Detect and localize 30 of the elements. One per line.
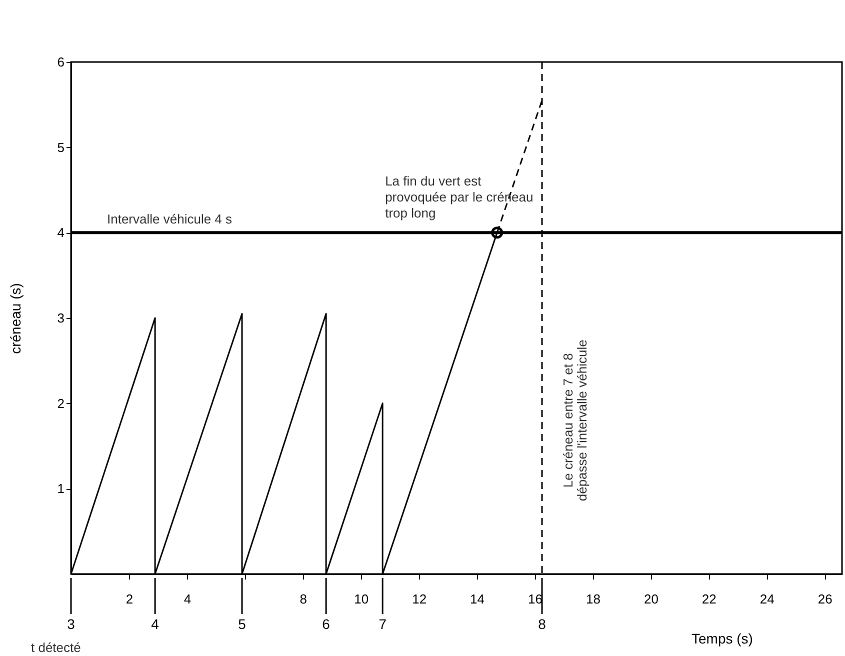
- x-tick-label: 10: [354, 592, 369, 606]
- x-axis-title: Temps (s): [692, 630, 753, 646]
- annotation: Le créneau entre 7 et 8 dépasse l'intervalle véhicule: [560, 340, 590, 502]
- y-tick-label: 1: [57, 481, 64, 496]
- annotation: 3: [67, 616, 76, 632]
- annotation: 8: [538, 616, 546, 632]
- x-tick-label: 18: [586, 592, 600, 606]
- x-tick-label: 2: [126, 592, 134, 606]
- y-tick-label: 4: [57, 225, 64, 240]
- annotation: La fin du vert est provoquée par le créneau trop long: [385, 174, 534, 221]
- x-tick-label: 22: [702, 592, 716, 606]
- x-tick-label: 14: [470, 592, 485, 606]
- x-tick-label: 24: [760, 592, 774, 606]
- annotation: 6: [322, 616, 330, 632]
- y-tick-label: 6: [57, 54, 64, 70]
- x-tick-label: 20: [644, 592, 658, 606]
- annotation: 7: [378, 616, 387, 632]
- y-tick-label: 3: [57, 310, 64, 326]
- y-tick-label: 2: [57, 396, 64, 411]
- y-axis-title: créneau (s): [8, 283, 24, 354]
- x-tick-label: 26: [818, 592, 832, 606]
- x-tick-label: 8: [300, 592, 307, 606]
- ref-line-label: Intervalle véhicule 4 s: [107, 212, 233, 227]
- annotation: 5: [238, 616, 246, 632]
- text: t détecté: [31, 640, 81, 655]
- x-tick-label: 12: [412, 592, 427, 606]
- annotation: 4: [151, 616, 160, 632]
- x-tick-label: 16: [528, 592, 542, 606]
- y-tick-label: 5: [57, 140, 64, 155]
- x-tick-label: 4: [184, 592, 192, 606]
